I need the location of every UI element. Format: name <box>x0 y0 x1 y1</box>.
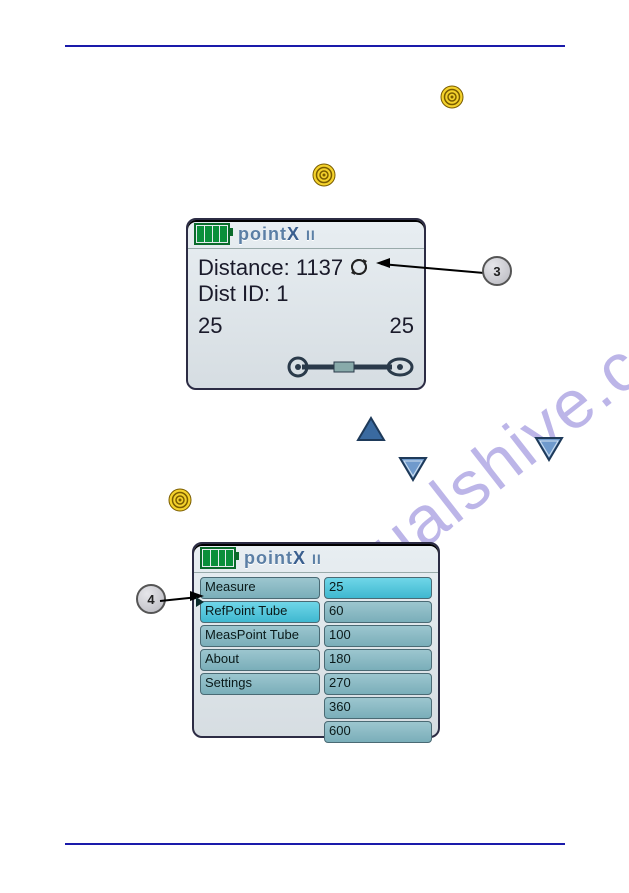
tierod-icon <box>198 353 414 386</box>
menu-item-right[interactable]: 180 <box>324 649 432 671</box>
lcd-screen-distance: pointX II Distance: 1137 Dist ID: 1 25 2… <box>186 218 426 390</box>
triangle-down-icon <box>398 456 428 487</box>
distid-row: Dist ID: 1 <box>198 281 414 307</box>
battery-icon <box>194 223 230 245</box>
logo-x: X <box>287 224 300 244</box>
menu-item-right[interactable]: 60 <box>324 601 432 623</box>
refresh-icon <box>349 257 369 283</box>
bottom-rule <box>65 843 565 845</box>
logo-ii: II <box>312 551 322 567</box>
logo-x: X <box>293 548 306 568</box>
battery-icon <box>200 547 236 569</box>
logo-text: pointX II <box>238 224 316 245</box>
lcd-header: pointX II <box>188 220 424 249</box>
distance-value: 1137 <box>296 255 343 280</box>
menu-item-left[interactable]: About <box>200 649 320 671</box>
menu-item-left[interactable]: Measure <box>200 577 320 599</box>
menu-area: MeasureRefPoint TubeMeasPoint TubeAboutS… <box>194 573 438 751</box>
distid-label: Dist ID: <box>198 281 270 306</box>
target-icon <box>312 163 336 187</box>
left-number: 25 <box>198 313 222 339</box>
menu-item-left[interactable]: MeasPoint Tube <box>200 625 320 647</box>
triangle-up-icon <box>356 416 386 447</box>
menu-item-right[interactable]: 270 <box>324 673 432 695</box>
callout-4-label: 4 <box>147 592 154 607</box>
target-icon <box>168 488 192 512</box>
triangle-down-icon <box>534 436 564 467</box>
menu-item-right[interactable]: 600 <box>324 721 432 743</box>
lcd-header: pointX II <box>194 544 438 573</box>
menu-selector-icon <box>196 597 204 607</box>
callout-3-arrowhead <box>376 258 390 268</box>
callout-badge-3: 3 <box>482 256 512 286</box>
right-number: 25 <box>390 313 414 339</box>
numbers-row: 25 25 <box>198 313 414 339</box>
distance-label: Distance: <box>198 255 290 280</box>
logo-ii: II <box>306 227 316 243</box>
lcd-screen-menu: pointX II MeasureRefPoint TubeMeasPoint … <box>192 542 440 738</box>
menu-left-column: MeasureRefPoint TubeMeasPoint TubeAboutS… <box>200 577 320 743</box>
distid-value: 1 <box>276 281 288 306</box>
menu-item-right[interactable]: 100 <box>324 625 432 647</box>
menu-item-right[interactable]: 360 <box>324 697 432 719</box>
target-icon <box>440 85 464 109</box>
lcd-body: Distance: 1137 Dist ID: 1 25 25 <box>188 249 424 392</box>
menu-item-left[interactable]: Settings <box>200 673 320 695</box>
menu-item-right[interactable]: 25 <box>324 577 432 599</box>
logo-word: point <box>244 548 293 568</box>
logo-word: point <box>238 224 287 244</box>
menu-item-left[interactable]: RefPoint Tube <box>200 601 320 623</box>
top-rule <box>65 45 565 47</box>
menu-right-column: 2560100180270360600 <box>324 577 432 743</box>
callout-3-label: 3 <box>493 264 500 279</box>
logo-text: pointX II <box>244 548 322 569</box>
